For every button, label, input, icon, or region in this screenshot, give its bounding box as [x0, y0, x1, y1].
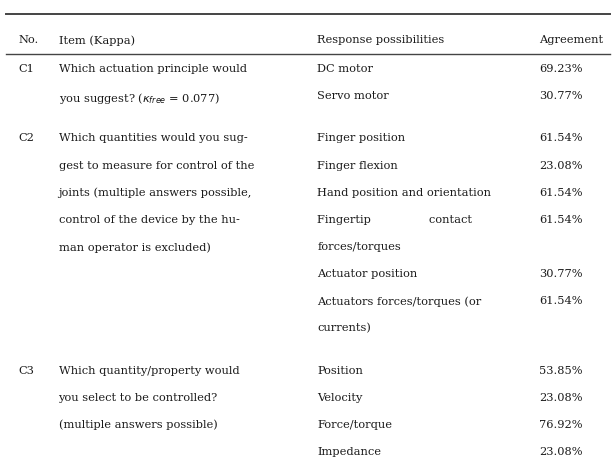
Text: 69.23%: 69.23%	[539, 64, 583, 74]
Text: 23.08%: 23.08%	[539, 447, 583, 457]
Text: gest to measure for control of the: gest to measure for control of the	[59, 161, 254, 170]
Text: joints (multiple answers possible,: joints (multiple answers possible,	[59, 188, 252, 198]
Text: Response possibilities: Response possibilities	[317, 35, 445, 45]
Text: you select to be controlled?: you select to be controlled?	[59, 393, 218, 402]
Text: Hand position and orientation: Hand position and orientation	[317, 188, 491, 197]
Text: 30.77%: 30.77%	[539, 91, 583, 101]
Text: Fingertip                contact: Fingertip contact	[317, 215, 472, 225]
Text: 23.08%: 23.08%	[539, 393, 583, 402]
Text: Item (Kappa): Item (Kappa)	[59, 35, 135, 46]
Text: man operator is excluded): man operator is excluded)	[59, 242, 211, 253]
Text: Actuator position: Actuator position	[317, 269, 418, 279]
Text: C1: C1	[18, 64, 34, 74]
Text: 61.54%: 61.54%	[539, 133, 583, 143]
Text: Actuators forces/torques (or: Actuators forces/torques (or	[317, 296, 482, 307]
Text: 61.54%: 61.54%	[539, 215, 583, 225]
Text: Velocity: Velocity	[317, 393, 363, 402]
Text: 61.54%: 61.54%	[539, 296, 583, 306]
Text: forces/torques: forces/torques	[317, 242, 401, 252]
Text: control of the device by the hu-: control of the device by the hu-	[59, 215, 240, 225]
Text: 30.77%: 30.77%	[539, 269, 583, 279]
Text: C2: C2	[18, 133, 34, 143]
Text: 23.08%: 23.08%	[539, 161, 583, 170]
Text: 61.54%: 61.54%	[539, 188, 583, 197]
Text: Finger flexion: Finger flexion	[317, 161, 398, 170]
Text: Which actuation principle would: Which actuation principle would	[59, 64, 246, 74]
Text: you suggest? ($\kappa_{free}$ = 0.077): you suggest? ($\kappa_{free}$ = 0.077)	[59, 91, 220, 106]
Text: 76.92%: 76.92%	[539, 420, 583, 430]
Text: Which quantities would you sug-: Which quantities would you sug-	[59, 133, 247, 143]
Text: Agreement: Agreement	[539, 35, 603, 45]
Text: (multiple answers possible): (multiple answers possible)	[59, 420, 217, 431]
Text: C3: C3	[18, 366, 34, 375]
Text: Finger position: Finger position	[317, 133, 405, 143]
Text: Impedance: Impedance	[317, 447, 381, 457]
Text: Which quantity/property would: Which quantity/property would	[59, 366, 239, 375]
Text: currents): currents)	[317, 323, 371, 334]
Text: Servo motor: Servo motor	[317, 91, 389, 101]
Text: 53.85%: 53.85%	[539, 366, 583, 375]
Text: No.: No.	[18, 35, 39, 45]
Text: Position: Position	[317, 366, 363, 375]
Text: DC motor: DC motor	[317, 64, 373, 74]
Text: Force/torque: Force/torque	[317, 420, 392, 430]
